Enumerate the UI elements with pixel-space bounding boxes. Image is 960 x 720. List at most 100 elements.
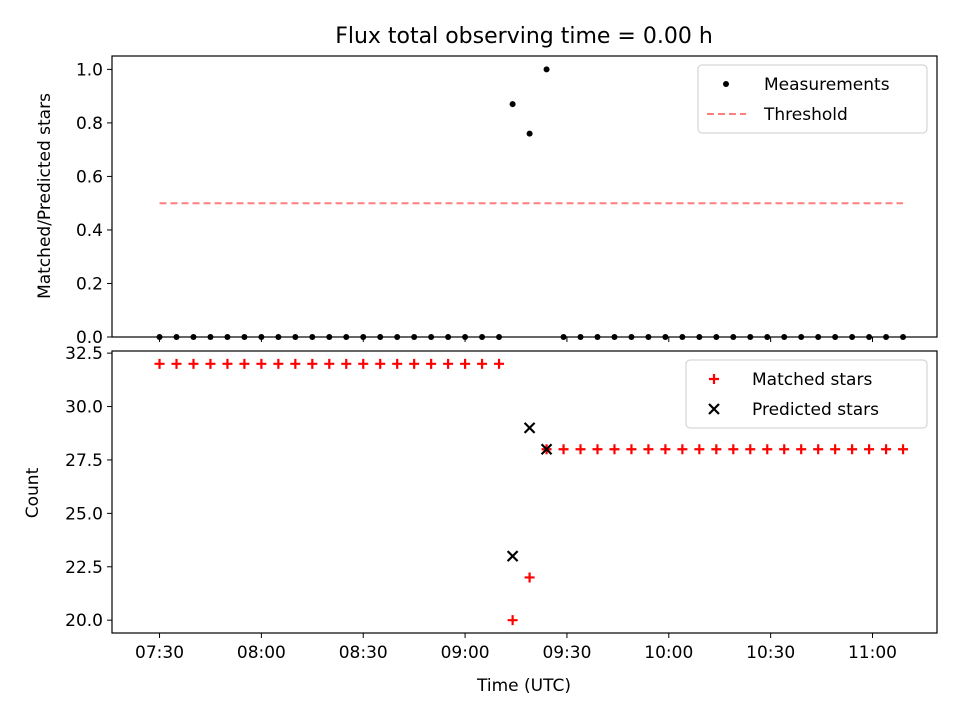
measurement-point: [496, 334, 503, 340]
measurement-point: [360, 334, 367, 340]
measurement-point: [292, 334, 299, 340]
matched-star-point: [239, 358, 250, 369]
matched-star-point: [443, 358, 454, 369]
measurement-point: [781, 334, 788, 340]
measurement-point: [207, 334, 214, 340]
measurement-point: [173, 334, 180, 340]
x-tick-label: 10:30: [746, 643, 795, 663]
matched-star-point: [188, 358, 199, 369]
x-tick-label: 11:00: [848, 643, 897, 663]
predicted-star-point: [523, 422, 536, 434]
matched-star-point: [154, 358, 165, 369]
matched-star-point: [171, 358, 182, 369]
measurement-point: [190, 334, 197, 340]
predicted-star-point: [540, 443, 553, 456]
measurement-point: [900, 334, 907, 340]
measurement-point: [241, 334, 248, 340]
matched-star-point: [694, 444, 705, 455]
matched-star-point: [813, 444, 824, 455]
legend-entry-label: Measurements: [764, 75, 890, 95]
bottom-panel: 07:30 08:00 08:30 09:00 09:30 10:00 10:30 11:00…: [65, 344, 938, 663]
measurement-point: [645, 334, 652, 340]
x-tick-label: 08:00: [237, 643, 286, 663]
legend-entry-label: Threshold: [763, 105, 848, 125]
matched-star-point: [711, 444, 722, 455]
measurement-point: [394, 334, 401, 340]
legend-matched-swatch: [709, 374, 719, 384]
matched-star-point: [392, 358, 403, 369]
bottom-y-tick-label: 32.5: [65, 344, 103, 364]
matched-star-point: [222, 358, 233, 369]
measurement-point: [543, 66, 550, 73]
matched-star-point: [881, 444, 892, 455]
matched-star-point: [307, 358, 318, 369]
measurement-point: [679, 334, 686, 340]
x-tick-label: 09:30: [542, 643, 591, 663]
matched-star-point: [426, 358, 437, 369]
measurement-point: [275, 334, 282, 340]
matched-star-point: [830, 444, 841, 455]
measurement-point: [662, 334, 669, 340]
measurement-point: [377, 334, 384, 340]
measurement-point: [832, 334, 839, 340]
matched-star-point: [626, 444, 637, 455]
top-y-tick-label: 0.8: [76, 114, 103, 134]
matched-star-point: [728, 444, 739, 455]
x-tick-label: 08:30: [339, 643, 388, 663]
measurement-point: [343, 334, 350, 340]
legend-predicted-swatch: [708, 403, 720, 415]
matched-star-point: [779, 444, 790, 455]
matched-star-point: [796, 444, 807, 455]
top-panel: 0.0 0.2 0.4 0.6 0.8 1.0 Measurements Threshold: [76, 55, 938, 348]
matched-star-point: [847, 444, 858, 455]
matched-star-point: [290, 358, 301, 369]
measurement-point: [611, 334, 618, 340]
matched-star-point: [375, 358, 386, 369]
matched-star-point: [762, 444, 773, 455]
measurement-point: [224, 334, 231, 340]
bottom-axes-frame: [111, 350, 938, 634]
matched-star-point: [409, 358, 420, 369]
measurement-point: [798, 334, 805, 340]
matched-star-point: [324, 358, 335, 369]
predicted-star-point: [506, 550, 519, 562]
top-axes-frame: [111, 55, 938, 338]
matched-star-point: [524, 572, 535, 583]
measurement-point: [883, 334, 890, 340]
legend-measurement-swatch: [723, 81, 729, 87]
matched-star-point: [494, 358, 505, 369]
matched-star-point: [745, 444, 756, 455]
top-y-tick-label: 0.4: [76, 221, 103, 241]
matched-star-point: [460, 358, 471, 369]
top-y-tick-label: 0.2: [76, 274, 103, 294]
measurement-point: [509, 101, 516, 108]
matched-star-point: [898, 444, 909, 455]
matched-star-point: [592, 444, 603, 455]
top-y-tick-label: 1.0: [76, 60, 103, 80]
measurement-point: [526, 130, 533, 137]
x-tick-label: 10:00: [644, 643, 693, 663]
measurement-point: [764, 334, 771, 340]
top-y-tick-label: 0.0: [76, 328, 103, 348]
matched-star-point: [677, 444, 688, 455]
x-tick-label: 07:30: [135, 643, 184, 663]
bottom-y-tick-label: 25.0: [65, 504, 103, 524]
chart-title: Flux total observing time = 0.00 h: [335, 24, 713, 49]
measurement-point: [696, 334, 703, 340]
matched-star-point: [341, 358, 352, 369]
bottom-y-tick-label: 20.0: [65, 611, 103, 631]
measurement-point: [479, 334, 486, 340]
measurement-point: [462, 334, 469, 340]
measurement-point: [326, 334, 333, 340]
measurement-point: [730, 334, 737, 340]
measurement-point: [713, 334, 720, 340]
matched-star-point: [256, 358, 267, 369]
top-y-tick-label: 0.6: [76, 167, 103, 187]
matched-star-point: [660, 444, 671, 455]
measurement-point: [577, 334, 584, 340]
measurement-point: [411, 334, 418, 340]
measurement-point: [445, 334, 452, 340]
matched-star-point: [507, 615, 518, 626]
measurement-point: [309, 334, 316, 340]
